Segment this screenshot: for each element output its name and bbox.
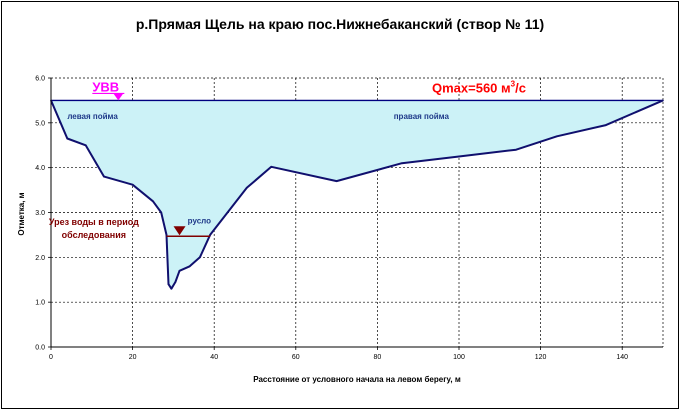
x-tick-label: 40 bbox=[210, 354, 218, 361]
profile-point bbox=[131, 183, 134, 186]
x-tick-label: 0 bbox=[49, 354, 53, 361]
profile-point bbox=[662, 99, 664, 102]
profile-point bbox=[66, 137, 69, 140]
y-tick-label: 5.0 bbox=[35, 120, 45, 127]
x-tick-label: 20 bbox=[129, 354, 137, 361]
profile-point bbox=[84, 144, 87, 147]
chart-title: р.Прямая Щель на краю пос.Нижнебаканский… bbox=[136, 16, 544, 32]
profile-point bbox=[246, 187, 248, 189]
profile-point bbox=[209, 234, 211, 236]
x-axis-label: Расстояние от условного начала на левом … bbox=[253, 375, 461, 384]
left-floodplain-label: левая пойма bbox=[67, 112, 118, 121]
uvv-marker bbox=[113, 93, 124, 101]
qmax-suffix: /с bbox=[515, 80, 526, 95]
x-tick-labels: 0 20 40 60 80 100 120 140 bbox=[49, 347, 628, 361]
profile-point bbox=[605, 124, 607, 126]
profile-point bbox=[556, 135, 558, 138]
profile-point bbox=[174, 281, 177, 283]
x-tick-label: 120 bbox=[535, 354, 547, 361]
y-tick-label: 0.0 bbox=[35, 345, 45, 352]
profile-point bbox=[270, 165, 273, 168]
water-edge-label-line1: Урез воды в период bbox=[49, 217, 139, 227]
y-tick-label: 4.0 bbox=[35, 165, 45, 172]
right-floodplain-label: правая пойма bbox=[394, 112, 450, 121]
profile-point bbox=[515, 148, 517, 151]
y-tick-label: 1.0 bbox=[35, 300, 45, 307]
qmax-label: Qmax=560 м3/с bbox=[432, 79, 526, 95]
profile-point bbox=[199, 256, 201, 259]
profile-point bbox=[458, 155, 460, 158]
profile-point bbox=[188, 265, 191, 268]
x-tick-label: 140 bbox=[616, 354, 628, 361]
channel-label: русло bbox=[188, 216, 211, 225]
annotations: УВВ Qmax=560 м3/с левая пойма правая пой… bbox=[49, 79, 526, 240]
water-area bbox=[50, 99, 664, 290]
y-tick-labels: 0.0 1.0 2.0 3.0 4.0 5.0 6.0 bbox=[35, 76, 51, 352]
y-tick-label: 3.0 bbox=[35, 210, 45, 217]
y-axis-label: Отметка, м bbox=[17, 192, 26, 235]
qmax-superscript: 3 bbox=[511, 79, 516, 88]
x-tick-label: 60 bbox=[292, 354, 300, 361]
profile-point bbox=[103, 175, 105, 178]
profile-point bbox=[401, 162, 403, 164]
y-tick-label: 6.0 bbox=[35, 76, 45, 83]
profile-point bbox=[170, 287, 173, 290]
x-tick-label: 100 bbox=[453, 354, 465, 361]
profile-point bbox=[167, 283, 170, 286]
profile-point bbox=[152, 200, 154, 203]
profile-point bbox=[165, 234, 168, 236]
water-edge-label-line2: обследования bbox=[62, 230, 126, 240]
profile-point bbox=[178, 269, 181, 272]
qmax-prefix: Qmax=560 м bbox=[432, 80, 511, 95]
profile-point bbox=[160, 211, 162, 214]
profile-point bbox=[335, 180, 338, 182]
water-fill bbox=[51, 100, 663, 289]
x-tick-label: 80 bbox=[374, 354, 382, 361]
uvv-label: УВВ bbox=[92, 79, 119, 94]
y-tick-label: 2.0 bbox=[35, 255, 45, 262]
riverbed-profile-line bbox=[50, 99, 664, 290]
low-water-marker bbox=[173, 226, 186, 236]
